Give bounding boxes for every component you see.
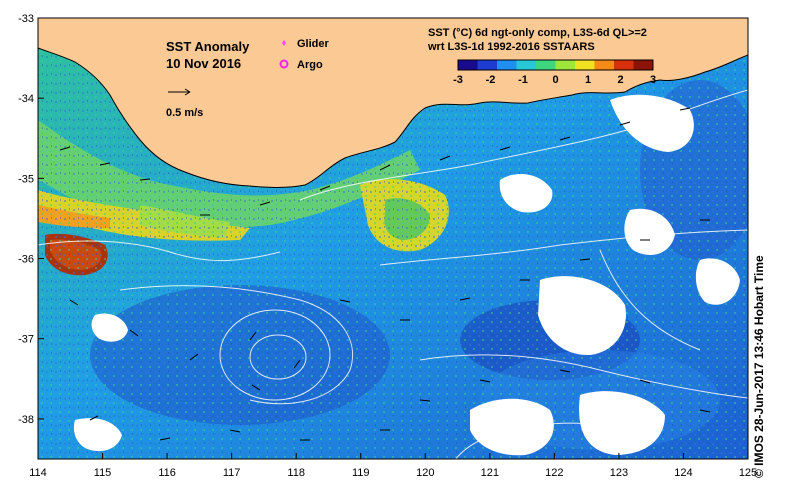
colorbar-segment <box>497 60 517 70</box>
lat-tick-label: -35 <box>18 173 34 185</box>
colorbar-segment <box>516 60 537 70</box>
colorbar-segment <box>555 60 576 70</box>
colorbar: -3 -2 -1 0 1 2 3 <box>453 59 656 86</box>
lon-tick-label: 116 <box>158 467 176 479</box>
current-vectors <box>59 107 711 441</box>
footer-credit: © IMOS 28-Jun-2017 13:46 Hobart Time <box>752 255 766 478</box>
lon-tick-label: 117 <box>223 467 241 479</box>
velocity-scale: 0.5 m/s <box>166 88 203 119</box>
colorbar-segment <box>614 60 634 70</box>
lat-tick-label: -38 <box>18 414 34 426</box>
colorbar-tick-label: 0 <box>552 74 558 86</box>
lon-tick-label: 115 <box>94 467 112 479</box>
product-line-1: SST (°C) 6d ngt-only comp, L3S-6d QL>=2 <box>428 27 647 39</box>
colorbar-tick-label: 3 <box>650 74 656 86</box>
colorbar-segment <box>575 60 595 70</box>
lon-tick-label: 121 <box>481 467 499 479</box>
product-line-2: wrt L3S-1d 1992-2016 SSTAARS <box>427 41 595 53</box>
glider-legend: Glider <box>282 38 330 50</box>
colorbar-tick-label: 2 <box>617 74 623 86</box>
colorbar-segment <box>536 60 556 70</box>
lon-tick-label: 119 <box>352 467 370 479</box>
lon-tick-label: 120 <box>416 467 434 479</box>
glider-icon <box>282 40 286 46</box>
argo-icon <box>279 59 289 69</box>
colorbar-segment <box>458 60 478 70</box>
colorbar-tick-label: -3 <box>453 74 463 86</box>
lat-tick-label: -36 <box>18 254 34 266</box>
lon-tick-label: 114 <box>29 467 47 479</box>
colorbar-segment <box>633 60 654 70</box>
glider-label: Glider <box>297 38 330 50</box>
lon-tick-label: 123 <box>610 467 628 479</box>
argo-legend: Argo <box>279 59 323 71</box>
colorbar-tick-label: -2 <box>486 74 496 86</box>
colorbar-segment <box>477 60 498 70</box>
lat-tick-label: -37 <box>18 334 34 346</box>
map-title: SST Anomaly <box>166 39 250 54</box>
colorbar-tick-label: 1 <box>585 74 591 86</box>
argo-label: Argo <box>297 59 323 71</box>
lat-tick-label: -33 <box>18 13 34 25</box>
lat-tick-label: -34 <box>18 93 34 105</box>
longitude-axis: 114 115 116 117 118 119 120 121 122 123 124 125 <box>29 453 757 479</box>
plot-frame <box>37 17 749 460</box>
lon-tick-label: 122 <box>545 467 563 479</box>
latitude-axis: -33 -34 -35 -36 -37 -38 <box>18 13 44 426</box>
lon-tick-label: 124 <box>674 467 692 479</box>
scale-label: 0.5 m/s <box>166 107 203 119</box>
colorbar-frame <box>457 59 654 71</box>
current-contours <box>38 89 748 459</box>
colorbar-segment <box>594 60 615 70</box>
map-date: 10 Nov 2016 <box>166 56 241 71</box>
colorbar-tick-label: -1 <box>518 74 528 86</box>
lon-tick-label: 118 <box>287 467 305 479</box>
lon-tick-label: 125 <box>739 467 757 479</box>
